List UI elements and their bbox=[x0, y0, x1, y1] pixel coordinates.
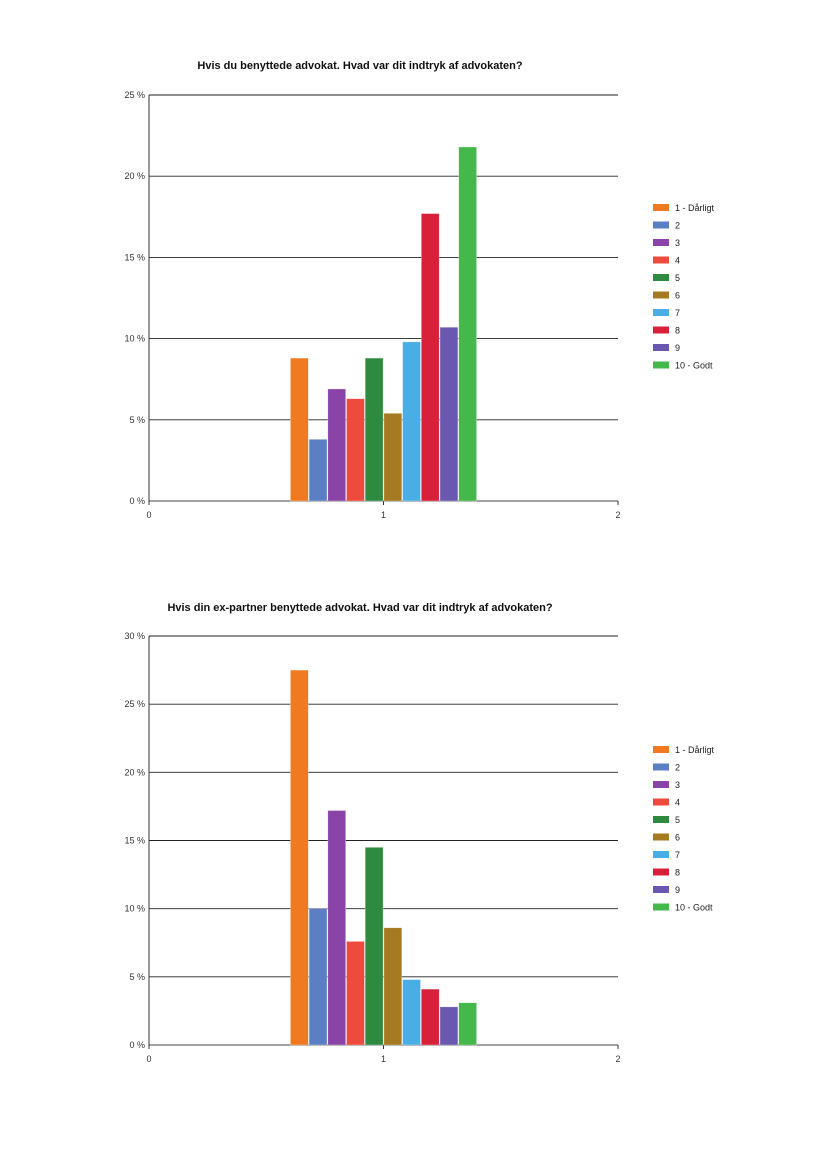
bar-series-10 bbox=[458, 146, 477, 502]
legend-label: 9 bbox=[675, 885, 680, 895]
y-tick-label: 10 % bbox=[124, 334, 145, 344]
x-tick-label: 2 bbox=[615, 510, 620, 520]
x-tick-label: 2 bbox=[615, 1054, 620, 1064]
legend-swatch bbox=[653, 309, 669, 316]
legend-swatch bbox=[653, 291, 669, 299]
legend-label: 8 bbox=[675, 868, 680, 878]
legend-label: 2 bbox=[675, 763, 680, 773]
y-tick-label: 25 % bbox=[124, 90, 145, 100]
legend-label: 9 bbox=[675, 343, 680, 353]
x-tick-label: 1 bbox=[381, 510, 386, 520]
bar-series-3 bbox=[327, 810, 346, 1046]
y-tick-label: 5 % bbox=[129, 415, 145, 425]
legend-swatch bbox=[653, 833, 669, 841]
legend-label: 1 - Dårligt bbox=[675, 745, 715, 755]
legend-swatch bbox=[653, 256, 669, 264]
y-tick-label: 20 % bbox=[124, 171, 145, 181]
chart-1: 0 % 5 % 10 % 15 % 20 % 25 % 0 1 2 1 - Dårligt 2 3 4 5… bbox=[124, 90, 715, 520]
bar-series-8 bbox=[420, 988, 440, 1046]
x-tick-label: 0 bbox=[146, 510, 151, 520]
legend-swatch bbox=[653, 746, 669, 753]
legend-label: 4 bbox=[675, 256, 680, 266]
bar-series-5 bbox=[364, 847, 384, 1046]
legend-swatch bbox=[653, 868, 669, 876]
legend-label: 4 bbox=[675, 798, 680, 808]
legend-label: 10 - Godt bbox=[675, 903, 713, 913]
y-tick-label: 10 % bbox=[124, 904, 145, 914]
legend-label: 3 bbox=[675, 780, 680, 790]
legend-label: 7 bbox=[675, 850, 680, 860]
x-tick-label: 0 bbox=[146, 1054, 151, 1064]
bar-series-4 bbox=[346, 398, 365, 502]
y-tick-label: 15 % bbox=[124, 836, 145, 846]
legend-swatch bbox=[653, 326, 669, 334]
legend-label: 1 - Dårligt bbox=[675, 203, 715, 213]
chart-1-title: Hvis du benyttede advokat. Hvad var dit … bbox=[197, 60, 523, 72]
legend-swatch bbox=[653, 816, 669, 823]
legend-swatch bbox=[653, 204, 669, 211]
x-tick-label: 1 bbox=[381, 1054, 386, 1064]
legend-label: 10 - Godt bbox=[675, 361, 713, 371]
chart-2-title: Hvis din ex-partner benyttede advokat. H… bbox=[167, 602, 553, 614]
legend-label: 5 bbox=[675, 815, 680, 825]
legend-label: 6 bbox=[675, 833, 680, 843]
y-tick-label: 30 % bbox=[124, 631, 145, 641]
legend-label: 7 bbox=[675, 308, 680, 318]
bar-series-4 bbox=[346, 941, 365, 1046]
y-tick-label: 20 % bbox=[124, 767, 145, 777]
y-tick-label: 0 % bbox=[129, 1040, 145, 1050]
legend-swatch bbox=[653, 798, 669, 806]
y-tick-label: 15 % bbox=[124, 252, 145, 262]
bar-series-1 bbox=[290, 669, 309, 1046]
bar-series-2 bbox=[308, 908, 328, 1046]
bar-series-5 bbox=[364, 357, 384, 502]
legend-swatch bbox=[653, 344, 669, 351]
legend-swatch bbox=[653, 221, 669, 229]
legend-swatch bbox=[653, 361, 669, 369]
bar-series-7 bbox=[402, 341, 421, 502]
legend-swatch bbox=[653, 763, 669, 771]
y-tick-label: 0 % bbox=[129, 496, 145, 506]
bar-series-6 bbox=[383, 927, 403, 1046]
legend-swatch bbox=[653, 851, 669, 858]
legend-swatch bbox=[653, 239, 669, 246]
legend-label: 5 bbox=[675, 273, 680, 283]
bar-series-2 bbox=[308, 438, 328, 502]
bar-series-1 bbox=[290, 357, 309, 502]
legend-swatch bbox=[653, 781, 669, 788]
legend-swatch bbox=[653, 886, 669, 893]
y-tick-label: 25 % bbox=[124, 699, 145, 709]
y-tick-label: 5 % bbox=[129, 972, 145, 982]
bar-series-8 bbox=[420, 213, 440, 502]
legend-label: 2 bbox=[675, 221, 680, 231]
bar-series-9 bbox=[439, 326, 459, 502]
legend-swatch bbox=[653, 903, 669, 911]
legend-label: 3 bbox=[675, 238, 680, 248]
bar-series-7 bbox=[402, 979, 421, 1046]
bar-series-3 bbox=[327, 388, 346, 502]
legend-label: 6 bbox=[675, 291, 680, 301]
legend-swatch bbox=[653, 274, 669, 281]
bar-series-9 bbox=[439, 1006, 459, 1046]
bar-series-6 bbox=[383, 413, 403, 502]
legend-label: 8 bbox=[675, 326, 680, 336]
bar-series-10 bbox=[458, 1002, 477, 1046]
